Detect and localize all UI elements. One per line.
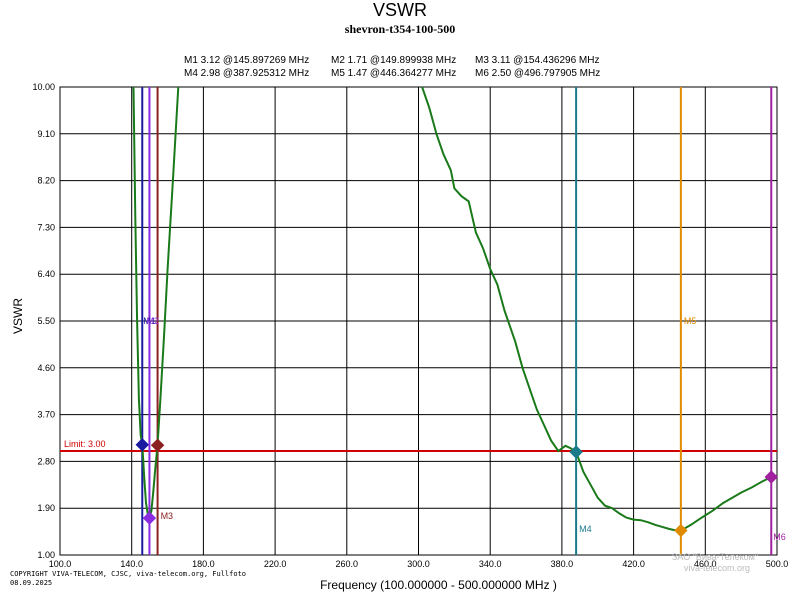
x-tick-label: 500.0 — [766, 559, 789, 569]
marker-diamond-m4 — [569, 445, 583, 459]
y-tick-label: 5.50 — [37, 316, 55, 326]
marker-label-m2: M2 — [146, 316, 159, 326]
y-tick-label: 3.70 — [37, 410, 55, 420]
vswr-trace-segment-2 — [421, 86, 772, 532]
y-axis-label: VSWR — [11, 298, 25, 334]
marker-readout-m4: M4 2.98 @387.925312 MHz — [184, 68, 310, 79]
limit-label: Limit: 3.00 — [64, 439, 106, 449]
watermark-company: ЗАО "Вива-Телеком" — [672, 552, 759, 562]
marker-readout-m1: M1 3.12 @145.897269 MHz — [184, 55, 310, 66]
y-tick-label: 2.80 — [37, 456, 55, 466]
x-tick-label: 340.0 — [479, 559, 502, 569]
y-tick-label: 8.20 — [37, 176, 55, 186]
copyright-line: COPYRIGHT VIVA-TELECOM, CJSC, viva-telec… — [10, 570, 247, 578]
x-axis-label: Frequency (100.000000 - 500.000000 MHz ) — [320, 578, 557, 592]
marker-diamond-m5 — [674, 523, 688, 538]
marker-diamond-m3 — [150, 438, 165, 452]
marker-diamond-m1 — [135, 438, 149, 452]
marker-readout-m5: M5 1.47 @446.364277 MHz — [331, 68, 457, 79]
marker-readout-m2: M2 1.71 @149.899938 MHz — [331, 55, 457, 66]
chart-title: VSWR — [373, 0, 427, 20]
x-tick-label: 100.0 — [49, 559, 72, 569]
y-tick-label: 4.60 — [37, 363, 55, 373]
marker-readout-m3: M3 3.11 @154.436296 MHz — [475, 55, 600, 66]
marker-label-m3: M3 — [161, 511, 174, 521]
marker-readout-m6: M6 2.50 @496.797905 MHz — [475, 68, 601, 79]
y-tick-label: 6.40 — [37, 269, 55, 279]
x-tick-label: 180.0 — [192, 559, 215, 569]
marker-diamond-m6 — [764, 470, 778, 484]
x-tick-label: 460.0 — [694, 559, 717, 569]
x-tick-label: 260.0 — [336, 559, 359, 569]
x-tick-label: 380.0 — [551, 559, 574, 569]
x-tick-label: 420.0 — [622, 559, 645, 569]
x-tick-label: 220.0 — [264, 559, 287, 569]
chart-subtitle: shevron-t354-100-500 — [344, 22, 456, 36]
marker-label-m1: M1 — [143, 316, 156, 326]
x-tick-label: 300.0 — [407, 559, 430, 569]
marker-diamond-m2 — [142, 511, 157, 525]
copyright-date: 08.09.2025 — [10, 579, 53, 587]
watermark-url: viva-telecom.org — [684, 563, 751, 573]
marker-label-m6: M6 — [773, 532, 786, 542]
x-tick-label: 140.0 — [120, 559, 143, 569]
y-tick-label: 9.10 — [37, 129, 55, 139]
y-tick-label: 10.00 — [32, 82, 55, 92]
y-tick-label: 1.90 — [37, 503, 55, 513]
y-tick-label: 7.30 — [37, 222, 55, 232]
marker-label-m5: M5 — [684, 316, 697, 326]
marker-label-m4: M4 — [579, 524, 592, 534]
y-tick-label: 1.00 — [37, 550, 55, 560]
